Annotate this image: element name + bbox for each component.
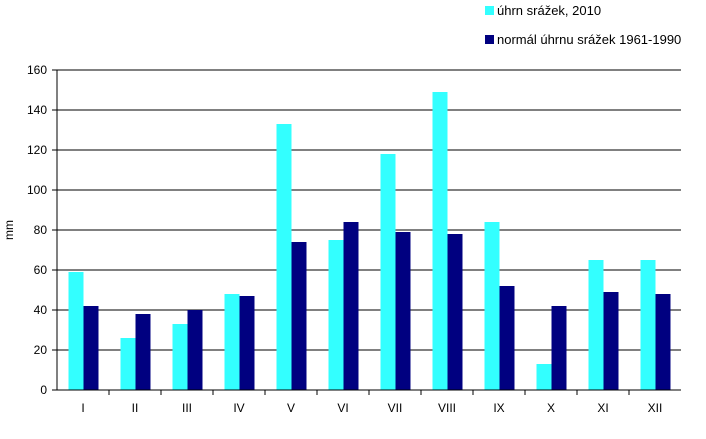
bar-uhrn-2010-iv [224, 294, 240, 390]
y-tick-label-40: 40 [34, 303, 48, 317]
bar-uhrn-2010-xi [588, 260, 604, 390]
bar-normal-1961-1990-viii [447, 234, 463, 390]
x-tick-label-ix: IX [493, 401, 504, 415]
bar-uhrn-2010-ix [484, 222, 500, 390]
y-tick-label-100: 100 [27, 183, 47, 197]
bar-normal-1961-1990-ix [499, 286, 515, 390]
bar-uhrn-2010-vii [380, 154, 396, 390]
x-tick-label-vi: VI [337, 401, 348, 415]
bar-uhrn-2010-vi [328, 240, 344, 390]
x-tick-label-viii: VIII [438, 401, 456, 415]
legend-label-normal-1961-1990: normál úhrnu srážek 1961-1990 [497, 32, 681, 47]
y-tick-label-60: 60 [34, 263, 48, 277]
bar-normal-1961-1990-vi [343, 222, 359, 390]
legend-swatch-uhrn-2010 [485, 6, 494, 15]
bar-uhrn-2010-iii [172, 324, 188, 390]
bar-normal-1961-1990-i [83, 306, 99, 390]
bar-uhrn-2010-v [276, 124, 292, 390]
legend-swatch-normal-1961-1990 [485, 35, 494, 44]
y-tick-label-140: 140 [27, 103, 47, 117]
legend-label-uhrn-2010: úhrn srážek, 2010 [497, 3, 601, 18]
y-tick-label-120: 120 [27, 143, 47, 157]
bar-normal-1961-1990-v [291, 242, 307, 390]
x-tick-label-iv: IV [233, 401, 244, 415]
x-tick-label-iii: III [182, 401, 192, 415]
bar-uhrn-2010-xii [640, 260, 656, 390]
y-tick-label-20: 20 [34, 343, 48, 357]
bar-normal-1961-1990-ii [135, 314, 151, 390]
bar-normal-1961-1990-x [551, 306, 567, 390]
x-tick-labels: I II III IV V VI VII VIII IX X XI XII [81, 401, 662, 415]
x-tick-label-xi: XI [597, 401, 608, 415]
bar-normal-1961-1990-xi [603, 292, 619, 390]
x-tick-label-i: I [81, 401, 84, 415]
bar-normal-1961-1990-iii [187, 310, 203, 390]
bar-uhrn-2010-i [68, 272, 84, 390]
y-axis-label: mm [2, 220, 16, 240]
y-tick-label-80: 80 [34, 223, 48, 237]
bars [68, 92, 671, 390]
bar-uhrn-2010-ii [120, 338, 136, 390]
legend: úhrn srážek, 2010 normál úhrnu srážek 19… [485, 3, 681, 47]
y-tick-label-0: 0 [40, 383, 47, 397]
x-tick-label-x: X [547, 401, 555, 415]
x-tick-label-ii: II [132, 401, 139, 415]
bar-uhrn-2010-x [536, 364, 552, 390]
y-tick-labels: 0 20 40 60 80 100 120 140 160 [27, 63, 47, 397]
axes [52, 69, 681, 395]
x-tick-label-vii: VII [388, 401, 403, 415]
gridlines [57, 69, 681, 351]
bar-normal-1961-1990-vii [395, 232, 411, 390]
y-tick-label-160: 160 [27, 63, 47, 77]
x-tick-label-v: V [287, 401, 295, 415]
x-tick-label-xii: XII [648, 401, 663, 415]
bar-normal-1961-1990-iv [239, 296, 255, 390]
bar-uhrn-2010-viii [432, 92, 448, 390]
bar-normal-1961-1990-xii [655, 294, 671, 390]
